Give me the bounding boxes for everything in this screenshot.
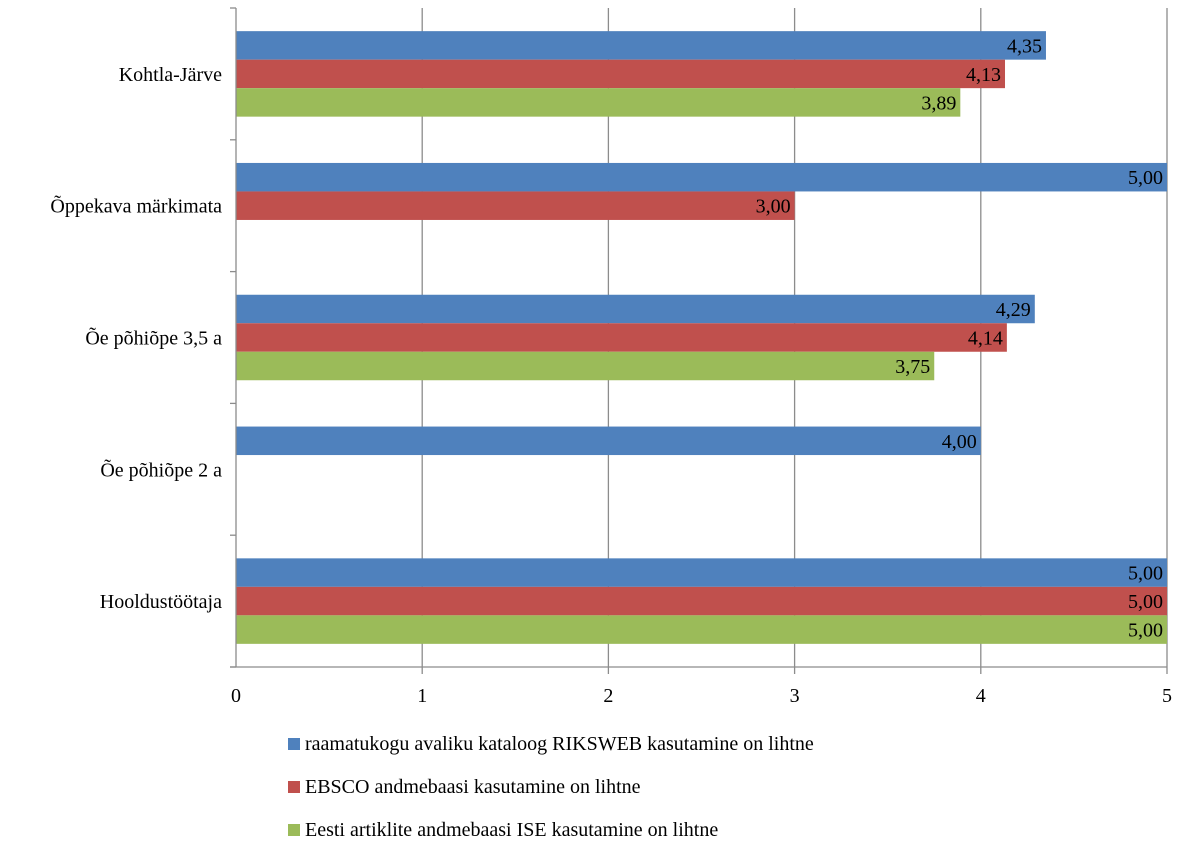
category-label: Õppekava märkimata: [50, 194, 222, 218]
legend-label-2: EBSCO andmebaasi kasutamine on lihtne: [305, 776, 641, 798]
bar-series-2: [236, 59, 1006, 89]
x-tick-label-3: 3: [790, 685, 800, 707]
x-tick-label-0: 0: [231, 685, 241, 707]
data-label: 4,00: [942, 431, 977, 453]
bar-series-1: [236, 426, 981, 456]
bar-series-1: [236, 31, 1046, 60]
x-tick-label-4: 4: [976, 685, 986, 707]
category-label: Õe põhiõpe 3,5 a: [85, 326, 222, 350]
x-tick-label-2: 2: [603, 685, 613, 707]
bar-series-3: [236, 615, 1167, 644]
bar-series-1: [236, 162, 1167, 192]
legend-label-3: Eesti artiklite andmebaasi ISE kasutamin…: [305, 819, 718, 841]
bar-series-2: [236, 323, 1007, 352]
legend-label-1: raamatukogu avaliku kataloog RIKSWEB kas…: [305, 733, 814, 755]
category-label: Õe põhiõpe 2 a: [100, 457, 222, 481]
legend-swatch-3: [288, 824, 300, 836]
bar-series-2: [236, 586, 1167, 616]
bar-series-3: [236, 351, 935, 381]
category-label: Kohtla-Järve: [119, 64, 222, 86]
data-label: 4,35: [1007, 35, 1042, 57]
x-tick-label-1: 1: [417, 685, 427, 707]
data-label: 3,75: [895, 356, 930, 378]
bar-series-1: [236, 294, 1035, 324]
data-label: 4,13: [966, 64, 1001, 86]
data-label: 4,29: [996, 299, 1031, 321]
data-label: 3,00: [756, 196, 791, 218]
labels: 0 1 2 3 4 5 Kohtla-Järve 4,35 4,13 3,89 Õppekava m…: [50, 35, 1172, 707]
legend-swatch-1: [288, 738, 300, 750]
data-label: 5,00: [1128, 591, 1163, 613]
bar-series-2: [236, 191, 795, 220]
legend-swatch-2: [288, 781, 300, 793]
data-label: 5,00: [1128, 620, 1163, 642]
bars: [236, 31, 1167, 644]
category-label: Hooldustöötaja: [100, 591, 222, 613]
legend: raamatukogu avaliku kataloog RIKSWEB kas…: [288, 733, 814, 841]
data-label: 5,00: [1128, 167, 1163, 189]
axes: [230, 7, 1167, 668]
bar-series-1: [236, 558, 1167, 587]
bar-series-3: [236, 88, 961, 117]
data-label: 5,00: [1128, 563, 1163, 585]
data-label: 4,14: [968, 328, 1003, 350]
data-label: 3,89: [921, 92, 956, 114]
x-tick-label-5: 5: [1162, 685, 1172, 707]
